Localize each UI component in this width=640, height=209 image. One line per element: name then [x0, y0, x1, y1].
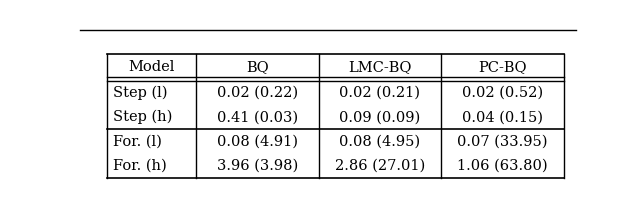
Text: PC-BQ: PC-BQ	[478, 60, 527, 74]
Text: For. (l): For. (l)	[113, 134, 162, 148]
Text: 0.41 (0.03): 0.41 (0.03)	[217, 110, 298, 124]
Text: Model: Model	[129, 60, 175, 74]
Text: 0.08 (4.95): 0.08 (4.95)	[339, 134, 420, 148]
Text: 1.06 (63.80): 1.06 (63.80)	[457, 159, 548, 173]
Text: 3.96 (3.98): 3.96 (3.98)	[217, 159, 298, 173]
Text: 0.02 (0.52): 0.02 (0.52)	[461, 86, 543, 100]
Text: BQ: BQ	[246, 60, 269, 74]
Text: 0.04 (0.15): 0.04 (0.15)	[461, 110, 543, 124]
Text: Step (l): Step (l)	[113, 86, 168, 100]
Text: 0.07 (33.95): 0.07 (33.95)	[457, 134, 547, 148]
Text: 0.02 (0.22): 0.02 (0.22)	[217, 86, 298, 100]
Text: 0.08 (4.91): 0.08 (4.91)	[217, 134, 298, 148]
Text: 2.86 (27.01): 2.86 (27.01)	[335, 159, 425, 173]
Text: 0.09 (0.09): 0.09 (0.09)	[339, 110, 420, 124]
Text: For. (h): For. (h)	[113, 159, 167, 173]
Text: Step (h): Step (h)	[113, 110, 173, 124]
Text: LMC-BQ: LMC-BQ	[348, 60, 412, 74]
Text: 0.02 (0.21): 0.02 (0.21)	[339, 86, 420, 100]
